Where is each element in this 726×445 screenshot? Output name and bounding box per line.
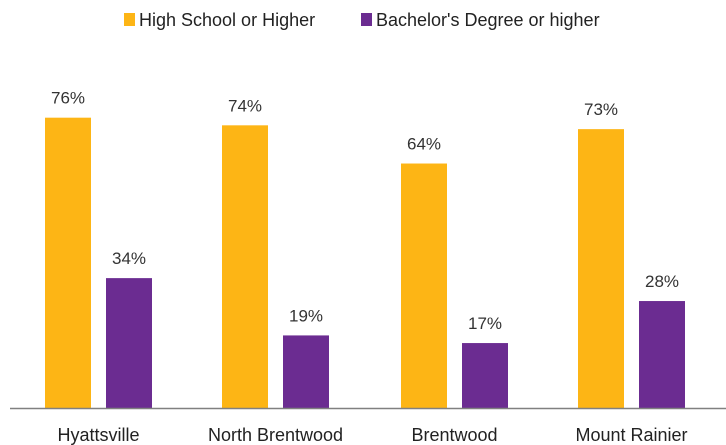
bar-bachelors-1 [283,335,329,408]
bars-group [45,117,685,409]
data-label-bachelors-1: 19% [289,306,323,325]
data-label-bachelors-3: 28% [645,272,679,291]
category-label-2: Brentwood [411,425,497,445]
data-label-high-school-3: 73% [584,100,618,119]
data-label-high-school-2: 64% [407,135,441,154]
legend-label-bachelors: Bachelor's Degree or higher [376,10,600,30]
legend-swatch-high-school [124,13,135,26]
data-label-bachelors-2: 17% [468,314,502,333]
bar-high-school-3 [578,129,624,408]
bar-high-school-0 [45,117,91,409]
bar-bachelors-0 [106,278,152,408]
bar-high-school-1 [222,125,268,408]
category-labels-group: Hyattsville North Brentwood Brentwood Mount… [57,425,687,445]
data-labels-group: 76% 34% 74% 19% 64% 17% 73% 28% [51,89,679,333]
legend-label-high-school: High School or Higher [139,10,315,30]
legend: High School or Higher Bachelor's Degree … [124,10,600,30]
category-label-3: Mount Rainier [575,425,687,445]
bar-bachelors-3 [639,301,685,408]
data-label-bachelors-0: 34% [112,249,146,268]
legend-swatch-bachelors [361,13,372,26]
data-label-high-school-0: 76% [51,89,85,108]
category-label-0: Hyattsville [57,425,139,445]
category-label-1: North Brentwood [208,425,343,445]
bar-high-school-2 [401,163,447,408]
bar-bachelors-2 [462,343,508,408]
data-label-high-school-1: 74% [228,96,262,115]
